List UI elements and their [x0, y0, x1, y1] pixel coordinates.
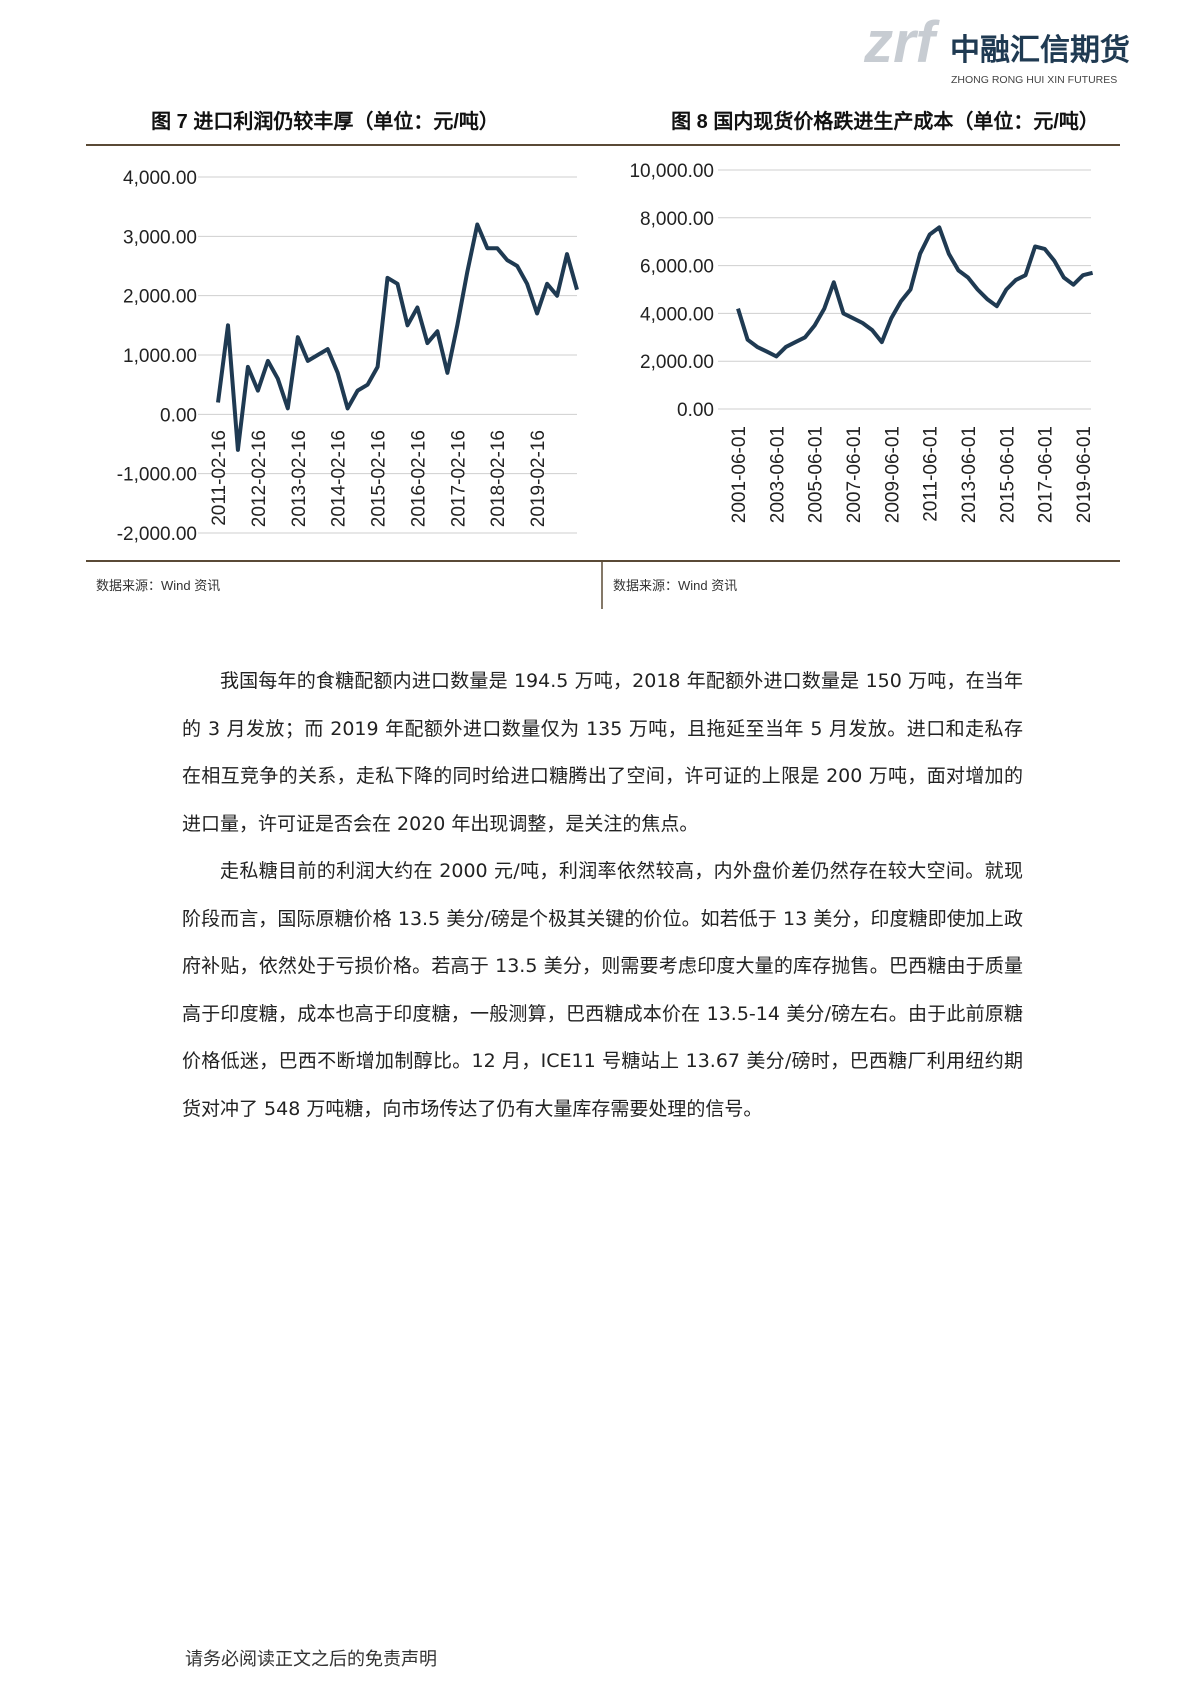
y-tick-label: -1,000.00 — [117, 465, 197, 486]
y-tick-label: 8,000.00 — [640, 209, 714, 230]
y-tick-label: 10,000.00 — [629, 161, 714, 182]
chart-title: 图 7 进口利润仍较丰厚（单位：元/吨） — [151, 109, 499, 133]
paragraph: 我国每年的食糖配额内进口数量是 194.5 万吨，2018 年配额外进口数量是 … — [182, 670, 1023, 835]
y-tick-label: 0.00 — [160, 405, 197, 426]
x-tick-label: 2003-06-01 — [767, 426, 788, 523]
x-tick-label: 2015-02-16 — [369, 430, 390, 527]
chart-source: 数据来源：Wind 资讯 — [613, 578, 737, 593]
y-tick-label: 3,000.00 — [123, 227, 197, 248]
x-tick-label: 2019-06-01 — [1074, 426, 1095, 523]
x-tick-label: 2012-02-16 — [249, 430, 270, 527]
x-tick-label: 2011-02-16 — [209, 430, 230, 526]
disclaimer: 请务必阅读正文之后的免责声明 — [185, 1649, 437, 1670]
x-tick-label: 2015-06-01 — [997, 426, 1018, 523]
y-tick-label: 1,000.00 — [123, 346, 197, 367]
charts-area: zrf 中融汇信期货 ZHONG RONG HUI XIN FUTURES -2… — [86, 10, 1130, 609]
x-tick-label: 2018-02-16 — [488, 430, 509, 527]
x-tick-label: 2009-06-01 — [882, 426, 903, 523]
x-tick-label: 2019-02-16 — [528, 430, 549, 527]
x-tick-label: 2013-02-16 — [289, 430, 310, 527]
x-tick-label: 2011-06-01 — [921, 426, 942, 522]
company-name-en: ZHONG RONG HUI XIN FUTURES — [951, 74, 1117, 86]
x-tick-label: 2001-06-01 — [729, 426, 750, 523]
data-line — [736, 225, 1094, 359]
x-tick-label: 2017-02-16 — [448, 430, 469, 527]
y-tick-label: 4,000.00 — [640, 304, 714, 325]
y-tick-label: 2,000.00 — [640, 352, 714, 373]
chart-title: 图 8 国内现货价格跌进生产成本（单位：元/吨） — [671, 109, 1099, 133]
logo-mark: zrf — [863, 10, 941, 75]
x-tick-label: 2014-02-16 — [329, 430, 350, 527]
paragraph: 走私糖目前的利润大约在 2000 元/吨，利润率依然较高，内外盘价差仍然存在较大… — [182, 860, 1023, 1120]
y-tick-label: -2,000.00 — [117, 524, 197, 545]
company-name: 中融汇信期货 — [950, 33, 1130, 67]
x-tick-label: 2005-06-01 — [806, 426, 827, 523]
y-tick-label: 6,000.00 — [640, 257, 714, 278]
x-tick-label: 2016-02-16 — [408, 430, 429, 527]
x-tick-label: 2013-06-01 — [959, 426, 980, 523]
y-tick-label: 0.00 — [677, 400, 714, 421]
x-tick-label: 2007-06-01 — [844, 426, 865, 523]
x-tick-label: 2017-06-01 — [1036, 426, 1057, 523]
chart-source: 数据来源：Wind 资讯 — [96, 578, 220, 593]
data-line — [216, 222, 579, 452]
y-tick-label: 2,000.00 — [123, 287, 197, 308]
y-tick-label: 4,000.00 — [123, 168, 197, 189]
